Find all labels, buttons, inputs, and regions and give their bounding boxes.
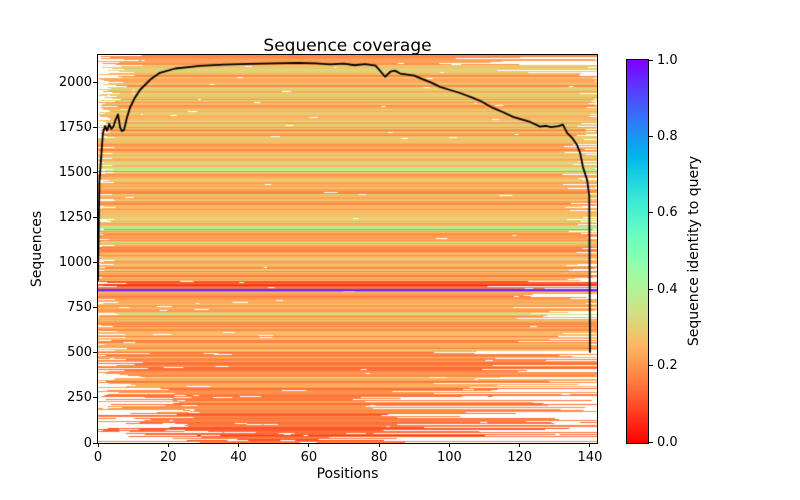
y-tick-label: 500 <box>67 345 92 361</box>
colorbar-tick-label: 0.6 <box>657 205 678 221</box>
y-axis-label: Sequences <box>29 210 45 288</box>
y-tick-label: 2000 <box>58 75 92 91</box>
colorbar-tick-mark <box>649 365 653 367</box>
colorbar-tick-label: 0.2 <box>657 358 678 374</box>
y-tick-label: 1250 <box>58 210 92 226</box>
y-tick-label: 750 <box>67 300 92 316</box>
y-tick-mark <box>93 172 97 174</box>
colorbar <box>626 59 649 444</box>
x-tick-mark <box>378 443 380 447</box>
x-tick-label: 0 <box>93 450 103 465</box>
x-tick-label: 40 <box>230 450 247 465</box>
x-tick-label: 60 <box>300 450 318 465</box>
plot-title: Sequence coverage <box>263 36 432 56</box>
y-tick-mark <box>93 262 97 264</box>
colorbar-tick-label: 1.0 <box>657 52 678 68</box>
colorbar-canvas <box>627 60 648 443</box>
y-tick-mark <box>93 82 97 84</box>
x-tick-mark <box>238 443 240 447</box>
plot-area <box>97 54 598 444</box>
y-tick-mark <box>93 352 97 354</box>
y-tick-mark <box>93 442 97 444</box>
msa-plot-canvas <box>98 55 597 443</box>
y-tick-mark <box>93 307 97 309</box>
x-tick-mark <box>167 443 169 447</box>
x-tick-mark <box>589 443 591 447</box>
x-tick-label: 80 <box>370 450 388 465</box>
x-tick-mark <box>97 443 99 447</box>
y-tick-mark <box>93 127 97 129</box>
colorbar-tick-label: 0.8 <box>657 128 678 144</box>
colorbar-tick-label: 0.0 <box>657 434 678 450</box>
colorbar-label: Sequence identity to query <box>686 155 702 347</box>
y-tick-label: 1000 <box>58 255 92 271</box>
x-tick-label: 120 <box>507 450 533 465</box>
colorbar-tick-mark <box>649 212 653 214</box>
x-tick-mark <box>308 443 310 447</box>
x-tick-label: 140 <box>577 450 603 465</box>
y-tick-mark <box>93 397 97 399</box>
colorbar-tick-mark <box>649 441 653 443</box>
x-axis-label: Positions <box>316 466 379 482</box>
y-tick-label: 250 <box>67 390 92 406</box>
y-tick-label: 0 <box>83 435 92 451</box>
x-tick-mark <box>448 443 450 447</box>
x-tick-label: 100 <box>436 450 462 465</box>
y-tick-label: 1750 <box>58 120 92 136</box>
colorbar-tick-mark <box>649 288 653 290</box>
x-tick-label: 20 <box>160 450 177 465</box>
colorbar-tick-mark <box>649 135 653 137</box>
y-tick-label: 1500 <box>58 165 92 181</box>
colorbar-tick-label: 0.4 <box>657 281 678 297</box>
x-tick-mark <box>519 443 521 447</box>
y-tick-mark <box>93 217 97 219</box>
colorbar-tick-mark <box>649 59 653 61</box>
